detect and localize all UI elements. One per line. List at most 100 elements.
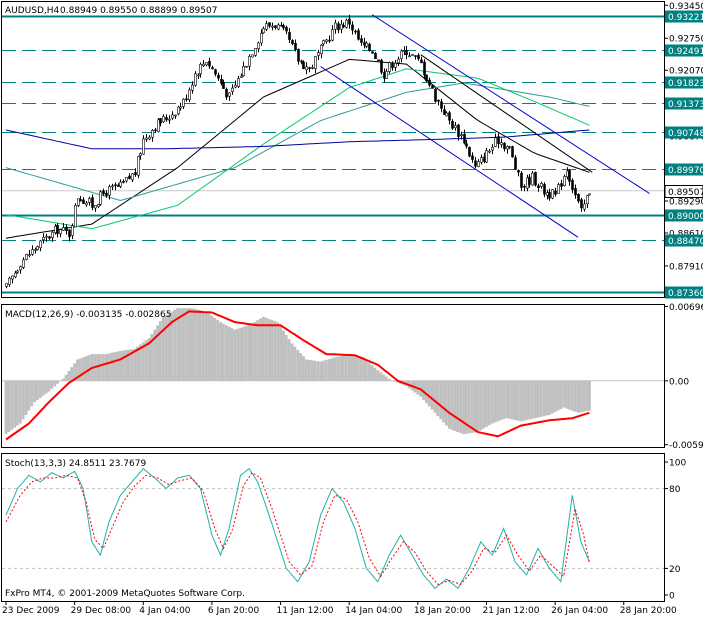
- macd-bar-65: [190, 308, 194, 381]
- candle-body-114: [331, 29, 334, 41]
- macd-bar-102: [296, 349, 300, 381]
- macd-bar-160: [462, 380, 466, 435]
- candle-body-20: [62, 227, 65, 231]
- candle-body-86: [251, 54, 254, 58]
- candle-body-197: [568, 170, 571, 182]
- macd-bar-152: [439, 380, 443, 420]
- candle-body-19: [59, 229, 62, 235]
- stoch-tick-2: 20: [669, 565, 681, 575]
- macd-bar-167: [482, 380, 486, 429]
- candle-body-14: [45, 235, 48, 238]
- macd-bar-182: [525, 380, 528, 421]
- candle-body-6: [22, 259, 25, 268]
- macd-bar-53: [156, 325, 159, 381]
- candle-body-185: [534, 172, 537, 186]
- macd-bar-100: [290, 343, 294, 381]
- candle-body-74: [217, 74, 220, 79]
- macd-bar-114: [330, 358, 334, 381]
- price-tick-6: 0.89290: [669, 198, 703, 208]
- candle-body-201: [580, 199, 583, 209]
- macd-bar-20: [61, 378, 65, 381]
- macd-bar-92: [267, 318, 271, 381]
- stoch-tick-3: 0: [669, 592, 675, 602]
- macd-bar-3: [13, 380, 17, 428]
- candle-body-92: [268, 22, 271, 27]
- candle-body-60: [177, 106, 180, 115]
- candle-body-43: [128, 175, 131, 180]
- candle-body-98: [285, 26, 288, 32]
- time-label-2: 4 Jan 04:00: [139, 606, 191, 616]
- macd-bar-8: [27, 380, 31, 411]
- macd-bar-32: [96, 354, 99, 381]
- candle-body-157: [454, 125, 457, 129]
- candle-body-21: [65, 226, 68, 232]
- candle-body-202: [583, 203, 586, 210]
- macd-bar-101: [293, 346, 297, 381]
- candle-body-144: [417, 54, 420, 59]
- macd-bar-191: [550, 380, 554, 414]
- macd-bar-23: [70, 367, 74, 381]
- candle-body-76: [222, 82, 225, 89]
- macd-bar-151: [436, 380, 440, 416]
- candle-body-166: [480, 157, 483, 163]
- candle-body-113: [328, 39, 331, 42]
- macd-bar-11: [36, 380, 39, 400]
- candle-body-177: [511, 146, 514, 158]
- candle-body-42: [125, 177, 128, 182]
- candle-body-122: [354, 30, 357, 33]
- macd-bar-13: [41, 380, 45, 396]
- macd-bar-203: [585, 380, 588, 412]
- macd-bar-86: [250, 323, 254, 381]
- macd-bar-186: [536, 380, 540, 418]
- candle-body-158: [457, 124, 460, 137]
- candle-body-70: [205, 62, 208, 66]
- candle-body-31: [94, 205, 97, 209]
- level-label-box-5: [665, 163, 703, 176]
- macd-bar-120: [347, 354, 351, 381]
- candle-body-36: [108, 186, 111, 196]
- candle-body-80: [234, 84, 237, 88]
- macd-bar-15: [47, 380, 51, 392]
- macd-bar-41: [121, 350, 125, 381]
- macd-bar-190: [548, 380, 551, 415]
- candle-body-145: [420, 59, 423, 64]
- macd-bar-14: [44, 380, 48, 394]
- macd-bar-171: [493, 380, 497, 423]
- macd-bar-87: [253, 321, 257, 381]
- macd-bar-113: [327, 359, 331, 381]
- macd-bar-5: [18, 380, 22, 424]
- macd-bar-91: [264, 317, 268, 381]
- candle-body-102: [297, 48, 300, 62]
- candle-body-135: [391, 63, 394, 69]
- macd-bar-116: [336, 356, 340, 381]
- candle-body-38: [114, 184, 117, 187]
- candle-body-140: [405, 49, 408, 55]
- channel-line-2: [420, 54, 593, 173]
- time-label-8: 26 Jan 04:00: [551, 606, 608, 616]
- macd-bar-85: [247, 325, 251, 381]
- macd-bar-118: [342, 355, 345, 381]
- candle-body-160: [463, 133, 466, 144]
- candle-body-91: [265, 23, 268, 30]
- macd-bar-61: [179, 308, 182, 381]
- candle-body-30: [91, 197, 94, 208]
- candle-body-57: [168, 118, 171, 121]
- candle-body-127: [368, 43, 371, 51]
- candle-body-3: [14, 272, 17, 278]
- candle-body-118: [342, 24, 345, 28]
- channel-line-0: [371, 14, 650, 194]
- macd-bar-201: [579, 380, 583, 413]
- candle-body-192: [554, 190, 557, 195]
- macd-bar-150: [433, 380, 437, 413]
- candle-body-133: [385, 71, 388, 79]
- candle-body-58: [171, 114, 174, 119]
- candle-body-165: [477, 161, 480, 167]
- candle-body-137: [397, 58, 400, 64]
- current-price-box: [664, 185, 703, 198]
- macd-bar-60: [176, 308, 180, 381]
- macd-bar-83: [241, 327, 245, 381]
- candle-body-72: [211, 67, 214, 70]
- ohlc-label: 0.88949 0.89550 0.88899 0.89507: [60, 6, 217, 16]
